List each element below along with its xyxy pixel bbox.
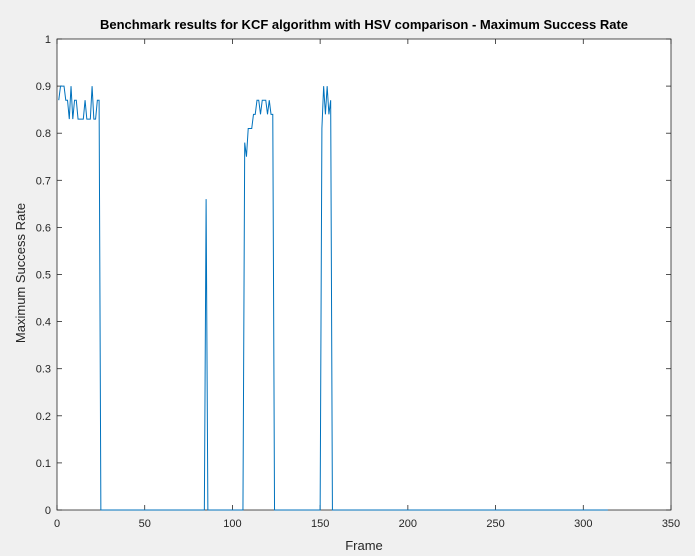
y-tick-label: 0.4 bbox=[36, 317, 51, 329]
x-axis-label: Frame bbox=[345, 538, 383, 553]
axes-box bbox=[56, 38, 672, 511]
y-tick-label: 1 bbox=[45, 34, 51, 46]
y-tick-label: 0.3 bbox=[36, 364, 51, 376]
x-tick-label: 150 bbox=[311, 518, 329, 530]
x-tick-label: 300 bbox=[574, 518, 592, 530]
chart-title: Benchmark results for KCF algorithm with… bbox=[100, 17, 628, 32]
plot-area bbox=[56, 38, 672, 511]
y-tick-label: 0 bbox=[45, 505, 51, 517]
series-line bbox=[58, 85, 608, 511]
y-tick-label: 0.6 bbox=[36, 222, 51, 234]
x-tick-label: 100 bbox=[223, 518, 241, 530]
x-tick-label: 350 bbox=[662, 518, 680, 530]
y-axis: 0 0.1 0.2 0.3 0.4 0.5 0.6 0.7 0.8 0.9 1 bbox=[36, 34, 671, 517]
y-axis-label: Maximum Success Rate bbox=[13, 203, 28, 343]
y-tick-label: 0.1 bbox=[36, 458, 51, 470]
x-tick-label: 0 bbox=[54, 518, 60, 530]
y-tick-label: 0.5 bbox=[36, 270, 51, 282]
y-tick-label: 0.9 bbox=[36, 81, 51, 93]
y-tick-label: 0.8 bbox=[36, 128, 51, 140]
y-tick-label: 0.2 bbox=[36, 411, 51, 423]
x-tick-label: 250 bbox=[486, 518, 504, 530]
x-axis: 0 50 100 150 200 250 300 350 bbox=[54, 39, 680, 530]
y-tick-label: 0.7 bbox=[36, 175, 51, 187]
x-tick-label: 50 bbox=[139, 518, 151, 530]
x-tick-label: 200 bbox=[399, 518, 417, 530]
